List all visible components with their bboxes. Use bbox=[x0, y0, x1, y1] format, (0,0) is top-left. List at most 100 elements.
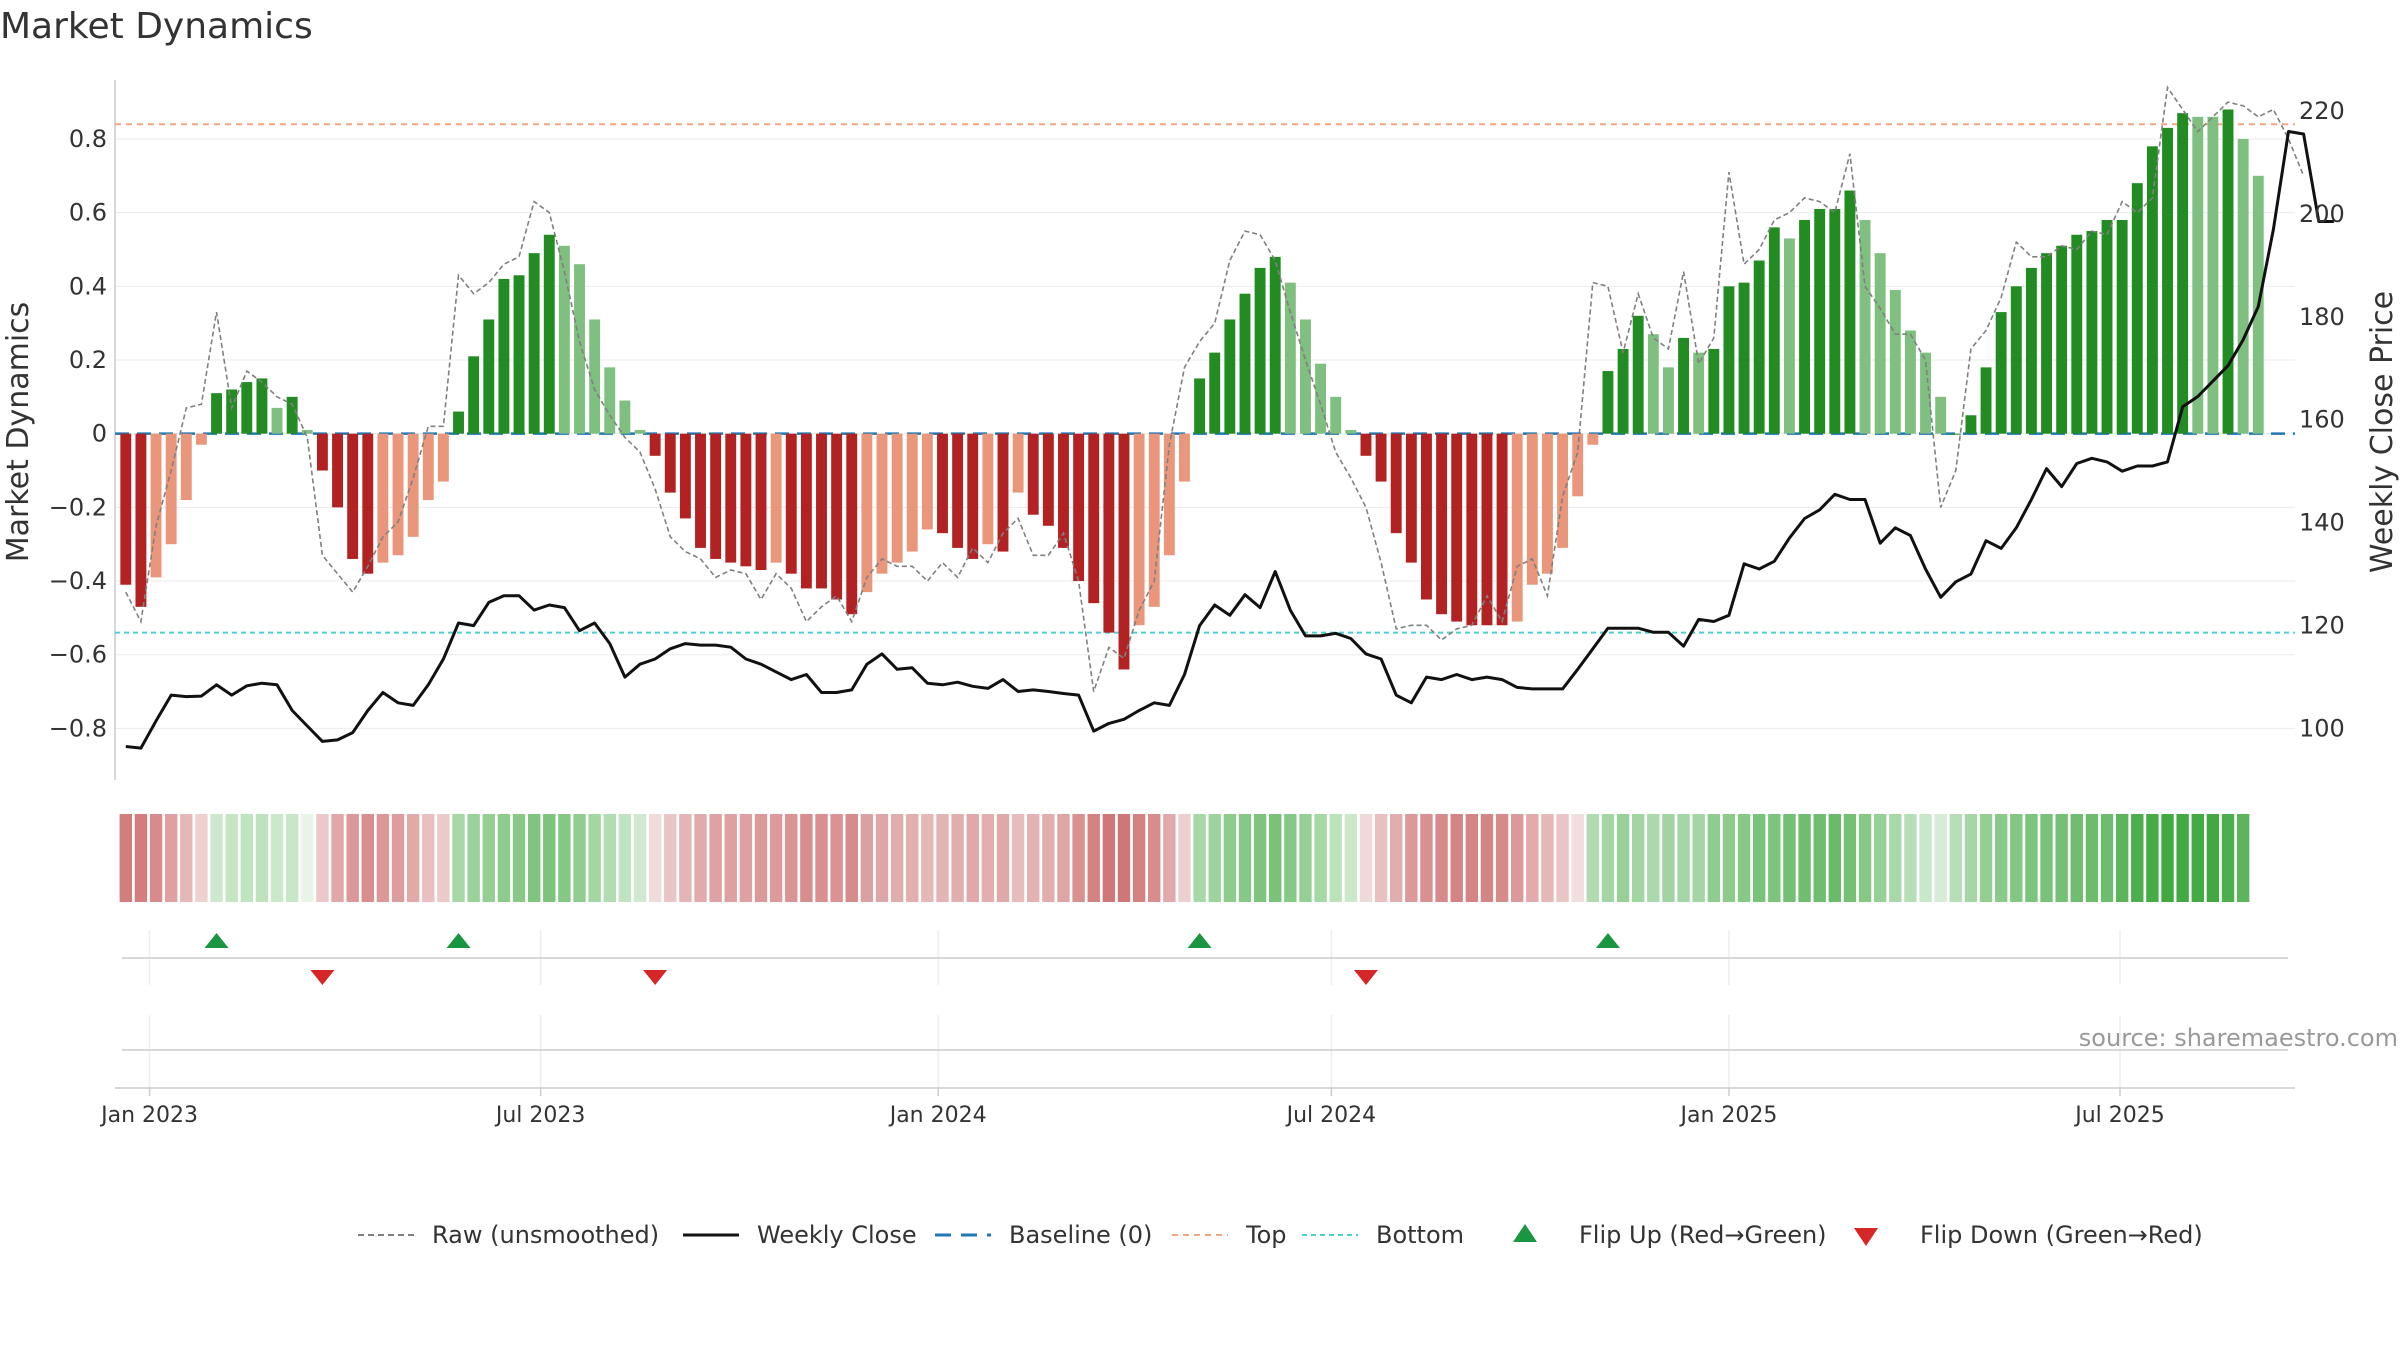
dynamics-bar bbox=[1421, 433, 1432, 600]
close-line bbox=[125, 130, 2334, 750]
dynamics-bar bbox=[135, 433, 147, 607]
dynamics-bar bbox=[1602, 371, 1614, 434]
dynamics-bar bbox=[241, 382, 253, 434]
dynamics-bar bbox=[195, 433, 207, 445]
strip-cell bbox=[2025, 814, 2038, 902]
dynamics-bar bbox=[574, 264, 585, 434]
strip-cell bbox=[1677, 814, 1690, 902]
dynamics-bar bbox=[2177, 113, 2189, 434]
strip-cell bbox=[830, 814, 843, 902]
dynamics-bar bbox=[407, 433, 419, 537]
dynamics-bar bbox=[2222, 109, 2234, 434]
dynamics-bar bbox=[1662, 367, 1674, 434]
dynamics-bar bbox=[1239, 293, 1251, 434]
strip-cell bbox=[331, 814, 344, 902]
dynamics-bar bbox=[1874, 253, 1886, 434]
dynamics-bar bbox=[332, 433, 343, 508]
dynamics-bar bbox=[1799, 220, 1810, 434]
strip-cell bbox=[558, 814, 571, 902]
flip-down-marker bbox=[1353, 970, 1378, 985]
strip-cell bbox=[437, 814, 450, 902]
strip-cell bbox=[1919, 814, 1932, 902]
strip-cell bbox=[1737, 814, 1751, 902]
dynamics-bar bbox=[1844, 190, 1856, 434]
strip-cell bbox=[860, 814, 874, 902]
strip-cell bbox=[1148, 814, 1161, 902]
dynamics-bar bbox=[710, 433, 722, 559]
dynamics-bar bbox=[589, 319, 601, 434]
strip-cell bbox=[709, 814, 722, 902]
strip-cell bbox=[2191, 814, 2204, 902]
dynamics-bar bbox=[634, 430, 646, 434]
dynamics-bar bbox=[1224, 319, 1236, 434]
strip-cell bbox=[875, 814, 889, 902]
dynamics-bar bbox=[861, 433, 873, 593]
strip-cell bbox=[1405, 814, 1418, 902]
strip-cell bbox=[648, 814, 662, 902]
strip-cell bbox=[2115, 814, 2129, 902]
strip-cell bbox=[210, 814, 223, 902]
legend-label-flip_up: Flip Up (Red→Green) bbox=[1579, 1221, 1827, 1249]
strip-cell bbox=[1344, 814, 1358, 902]
strip-cell bbox=[785, 814, 798, 902]
strip-cell bbox=[255, 814, 269, 902]
left-tick-label: −0.4 bbox=[49, 567, 107, 595]
strip-cell bbox=[1299, 814, 1312, 902]
dynamics-bar bbox=[1617, 348, 1629, 434]
dynamics-bar bbox=[1753, 260, 1765, 434]
strip-cell bbox=[1480, 814, 1494, 902]
strip-cell bbox=[240, 814, 253, 902]
strip-cell bbox=[1072, 814, 1085, 902]
dynamics-bar bbox=[831, 433, 843, 600]
strip-cell bbox=[164, 814, 178, 902]
strip-cell bbox=[1813, 814, 1826, 902]
strip-cell bbox=[195, 814, 208, 902]
dynamics-bar bbox=[664, 433, 676, 493]
dynamics-bar bbox=[1935, 396, 1947, 434]
dynamics-bar bbox=[1103, 433, 1115, 633]
strip-cell bbox=[1465, 814, 1479, 902]
strip-cell bbox=[376, 814, 390, 902]
dynamics-bar bbox=[1542, 433, 1553, 574]
left-tick-label: −0.2 bbox=[49, 493, 107, 521]
dynamics-bar bbox=[1194, 378, 1206, 434]
dynamics-bar bbox=[1148, 433, 1160, 607]
strip-cell bbox=[1904, 814, 1917, 902]
dynamics-bar bbox=[180, 433, 192, 500]
source-note: source: sharemaestro.com bbox=[2079, 1024, 2398, 1052]
dynamics-bar bbox=[1889, 290, 1901, 434]
strip-cell bbox=[512, 814, 526, 902]
dynamics-bar bbox=[1768, 227, 1780, 434]
strip-cell bbox=[2161, 814, 2174, 902]
flip-up-marker bbox=[1595, 933, 1620, 948]
dynamics-bar bbox=[1451, 433, 1463, 622]
right-tick-label: 160 bbox=[2299, 406, 2345, 434]
strip-cell bbox=[1238, 814, 1252, 902]
strip-cell bbox=[1510, 814, 1524, 902]
strip-cell bbox=[981, 814, 995, 902]
strip-cell bbox=[754, 814, 768, 902]
raw-series bbox=[125, 85, 2305, 692]
strip-cell bbox=[1949, 814, 1962, 902]
dynamics-bar bbox=[982, 433, 994, 545]
strip-cell bbox=[1208, 814, 1221, 902]
dynamics-bar bbox=[906, 433, 918, 552]
dynamics-bar bbox=[211, 393, 222, 434]
dynamics-bar bbox=[1587, 433, 1599, 445]
strip-cell bbox=[180, 814, 193, 902]
dynamics-bar bbox=[1557, 433, 1569, 548]
dynamics-bar bbox=[755, 433, 767, 570]
dynamics-bar bbox=[286, 396, 298, 434]
dynamics-bar bbox=[1269, 256, 1281, 434]
dynamics-bar bbox=[1284, 282, 1296, 434]
dynamics-bar bbox=[226, 389, 238, 434]
dynamics-bar bbox=[2010, 286, 2022, 434]
strip-cell bbox=[2221, 814, 2235, 902]
flip-up-marker bbox=[446, 933, 471, 948]
strip-cell bbox=[1662, 814, 1675, 902]
dynamics-bar bbox=[921, 433, 933, 530]
dynamics-bars bbox=[120, 109, 2264, 670]
strip-cell bbox=[1102, 814, 1116, 902]
strip-cell bbox=[1435, 814, 1448, 902]
right-tick-label: 100 bbox=[2299, 715, 2345, 743]
